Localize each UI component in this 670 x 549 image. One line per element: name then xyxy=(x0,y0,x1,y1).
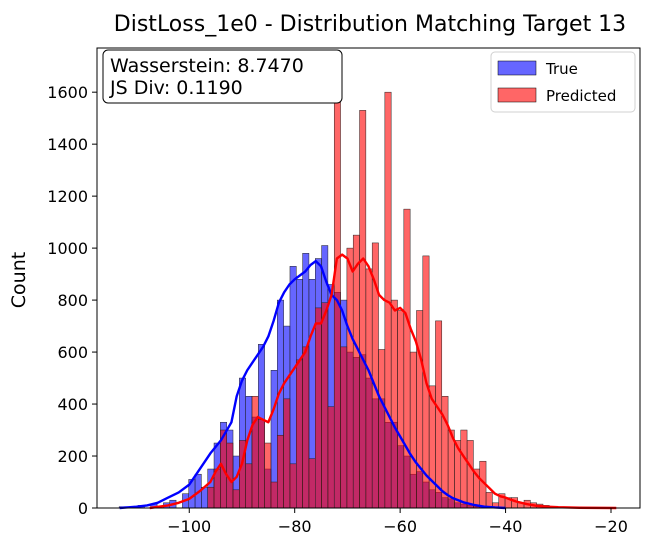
histogram-bar-predicted xyxy=(409,351,417,509)
histogram-bar-predicted xyxy=(321,302,329,509)
histogram-bar-predicted xyxy=(315,307,322,509)
y-tick-label: 600 xyxy=(57,343,88,362)
histogram-bar-predicted xyxy=(359,110,367,509)
y-tick-label: 0 xyxy=(78,499,88,518)
y-tick-label: 1400 xyxy=(47,135,88,154)
x-tick-label: −40 xyxy=(489,517,523,536)
histogram-bar-predicted xyxy=(403,208,411,509)
x-axis: −100 −80 −60 −40 −20 xyxy=(167,508,628,536)
x-tick-label: −100 xyxy=(167,517,211,536)
histogram-bar-predicted xyxy=(460,429,468,509)
legend-swatch-predicted xyxy=(497,87,537,103)
histogram-bar-predicted xyxy=(302,346,310,509)
histogram-bar-predicted xyxy=(283,398,291,509)
y-tick-label: 1000 xyxy=(47,239,88,258)
histogram-bar-predicted xyxy=(251,395,259,509)
histogram-bar-predicted xyxy=(340,346,348,509)
kde-line-true xyxy=(119,259,506,510)
y-axis: 0 200 400 600 800 1000 1200 1400 1600 xyxy=(47,83,97,518)
legend-swatch-true xyxy=(497,60,537,76)
histogram-bar-predicted xyxy=(346,247,354,509)
histogram-bar-predicted xyxy=(327,406,335,509)
histogram-bar-predicted xyxy=(397,310,405,509)
wasserstein-stat: Wasserstein: 8.7470 xyxy=(110,55,304,77)
stats-annotation-box: Wasserstein: 8.7470 JS Div: 0.1190 xyxy=(102,49,343,104)
histogram-bar-predicted xyxy=(270,481,278,509)
chart-title: DistLoss_1e0 - Distribution Matching Tar… xyxy=(114,12,626,37)
histogram-bar-predicted xyxy=(485,492,493,509)
histogram-bar-predicted xyxy=(435,320,443,509)
legend-label-true: True xyxy=(545,60,578,78)
histogram-bar-predicted xyxy=(289,463,297,509)
y-tick-label: 1200 xyxy=(47,187,88,206)
y-tick-label: 200 xyxy=(57,447,88,466)
plot-area xyxy=(118,68,617,510)
histogram-bar-predicted xyxy=(232,489,240,509)
histogram-bar-predicted xyxy=(365,268,373,509)
js-div-stat: JS Div: 0.1190 xyxy=(109,77,243,99)
histogram-bar-predicted xyxy=(258,419,265,509)
legend: True Predicted xyxy=(490,51,636,113)
y-tick-label: 400 xyxy=(57,395,88,414)
histogram-bar-predicted xyxy=(333,68,341,509)
plot-frame xyxy=(96,47,641,509)
kde-line-predicted xyxy=(149,253,617,510)
histogram-bar-predicted xyxy=(264,442,272,509)
y-tick-label: 800 xyxy=(57,291,88,310)
histogram-bar-predicted xyxy=(390,299,398,509)
histogram-bar-predicted xyxy=(277,434,284,509)
x-tick-label: −20 xyxy=(594,517,628,536)
histogram-bar-predicted xyxy=(416,310,424,509)
x-tick-label: −60 xyxy=(383,517,417,536)
histogram-bar-predicted xyxy=(245,463,253,509)
x-tick-label: −80 xyxy=(278,517,312,536)
histogram-bar-predicted xyxy=(308,458,316,509)
histogram-bar-predicted xyxy=(352,234,360,509)
histogram-bar-predicted xyxy=(378,349,386,509)
histogram-bar-predicted xyxy=(466,440,474,509)
y-tick-label: 1600 xyxy=(47,83,88,102)
y-axis-label: Count xyxy=(8,252,30,308)
histogram-bar-predicted xyxy=(296,359,303,509)
histogram-bar-predicted xyxy=(207,486,215,509)
legend-label-predicted: Predicted xyxy=(546,87,616,105)
